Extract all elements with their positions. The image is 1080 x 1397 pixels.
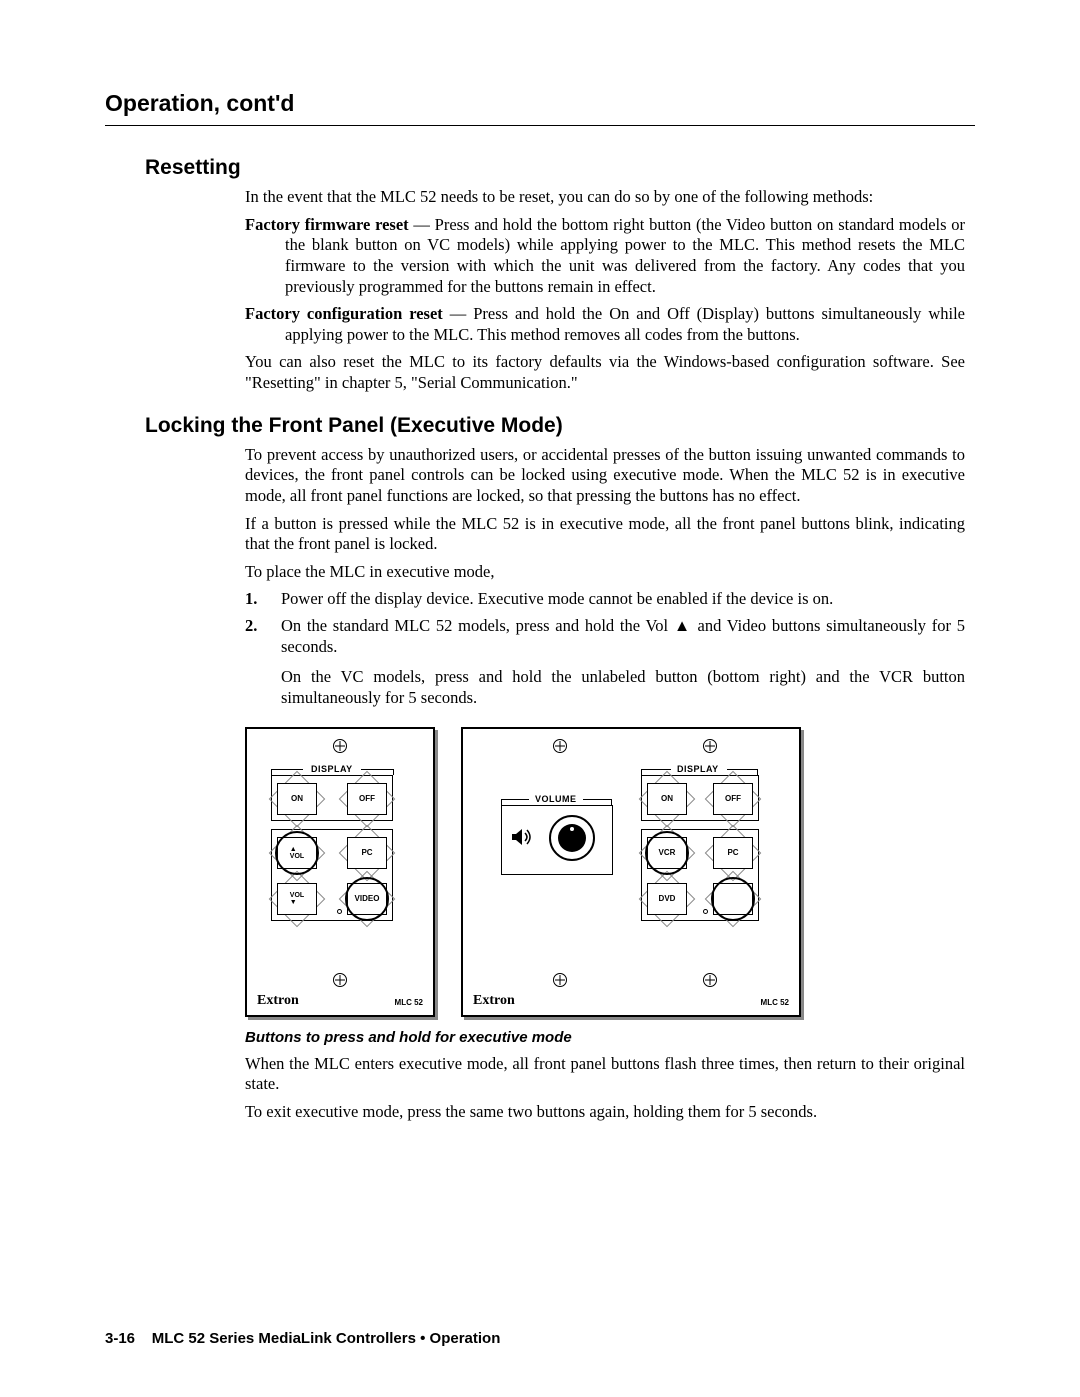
factory-config-item: Factory configuration reset — Press and … bbox=[245, 304, 965, 345]
vol-down-button: VOL ▼ bbox=[277, 883, 317, 915]
locking-body: To prevent access by unauthorized users,… bbox=[245, 445, 965, 1123]
off-button: OFF bbox=[713, 783, 753, 815]
panel-vc: VOLUME DISPLAY ON OFF bbox=[461, 727, 801, 1017]
locking-after1: When the MLC enters executive mode, all … bbox=[245, 1054, 965, 1095]
diagram-caption: Buttons to press and hold for executive … bbox=[245, 1029, 965, 1046]
on-button: ON bbox=[277, 783, 317, 815]
step-2-num: 2. bbox=[245, 616, 281, 709]
screw-icon bbox=[703, 739, 717, 753]
heading-locking: Locking the Front Panel (Executive Mode) bbox=[145, 414, 975, 438]
resetting-body: In the event that the MLC 52 needs to be… bbox=[245, 187, 965, 394]
pc-button: PC bbox=[713, 837, 753, 869]
step-2b-text: On the VC models, press and hold the unl… bbox=[281, 667, 965, 708]
step-2a-text: On the standard MLC 52 models, press and… bbox=[281, 616, 965, 657]
label-line bbox=[361, 769, 393, 770]
vol-up-button: ▲ VOL bbox=[277, 837, 317, 869]
label-line bbox=[271, 769, 303, 770]
display-label: DISPLAY bbox=[307, 764, 357, 774]
page-footer: 3-16 MLC 52 Series MediaLink Controllers… bbox=[105, 1330, 975, 1347]
factory-firmware-term: Factory firmware reset bbox=[245, 215, 409, 234]
locking-p2: If a button is pressed while the MLC 52 … bbox=[245, 514, 965, 555]
page-title: Operation, cont'd bbox=[105, 90, 975, 117]
brand-label: Extron bbox=[257, 993, 299, 1009]
footer-text: MLC 52 Series MediaLink Controllers • Op… bbox=[152, 1330, 501, 1347]
label-line bbox=[393, 769, 394, 775]
resetting-outro: You can also reset the MLC to its factor… bbox=[245, 352, 965, 393]
factory-config-term: Factory configuration reset bbox=[245, 304, 443, 323]
label-line bbox=[501, 799, 529, 800]
dvd-button: DVD bbox=[647, 883, 687, 915]
pc-button: PC bbox=[347, 837, 387, 869]
title-rule bbox=[105, 125, 975, 126]
display-label: DISPLAY bbox=[673, 764, 723, 774]
model-label: MLC 52 bbox=[761, 998, 789, 1007]
locking-p1: To prevent access by unauthorized users,… bbox=[245, 445, 965, 507]
screw-icon bbox=[553, 973, 567, 987]
locking-after2: To exit executive mode, press the same t… bbox=[245, 1102, 965, 1123]
blank-button bbox=[713, 883, 753, 915]
locking-p3: To place the MLC in executive mode, bbox=[245, 562, 965, 583]
label-line bbox=[727, 769, 757, 770]
page-number: 3-16 bbox=[105, 1330, 135, 1347]
exec-mode-diagram: DISPLAY ON OFF ▲ VOL PC VOL ▼ VIDEO bbox=[245, 727, 965, 1017]
screw-icon bbox=[333, 739, 347, 753]
resetting-intro: In the event that the MLC 52 needs to be… bbox=[245, 187, 965, 208]
factory-firmware-item: Factory firmware reset — Press and hold … bbox=[245, 215, 965, 298]
off-button: OFF bbox=[347, 783, 387, 815]
model-label: MLC 52 bbox=[395, 998, 423, 1007]
led-dot bbox=[703, 909, 708, 914]
screw-icon bbox=[703, 973, 717, 987]
brand-label: Extron bbox=[473, 993, 515, 1009]
screw-icon bbox=[333, 973, 347, 987]
volume-label: VOLUME bbox=[531, 794, 581, 804]
step-1-text: Power off the display device. Executive … bbox=[281, 589, 965, 610]
label-line bbox=[641, 769, 671, 770]
panel-standard: DISPLAY ON OFF ▲ VOL PC VOL ▼ VIDEO bbox=[245, 727, 435, 1017]
led-dot bbox=[337, 909, 342, 914]
step-1: 1. Power off the display device. Executi… bbox=[245, 589, 965, 610]
heading-resetting: Resetting bbox=[145, 156, 975, 180]
step-1-num: 1. bbox=[245, 589, 281, 610]
label-line bbox=[583, 799, 611, 800]
video-button: VIDEO bbox=[347, 883, 387, 915]
step-2: 2. On the standard MLC 52 models, press … bbox=[245, 616, 965, 709]
speaker-icon bbox=[509, 825, 533, 849]
screw-icon bbox=[553, 739, 567, 753]
vcr-button: VCR bbox=[647, 837, 687, 869]
volume-knob bbox=[549, 815, 595, 861]
on-button: ON bbox=[647, 783, 687, 815]
